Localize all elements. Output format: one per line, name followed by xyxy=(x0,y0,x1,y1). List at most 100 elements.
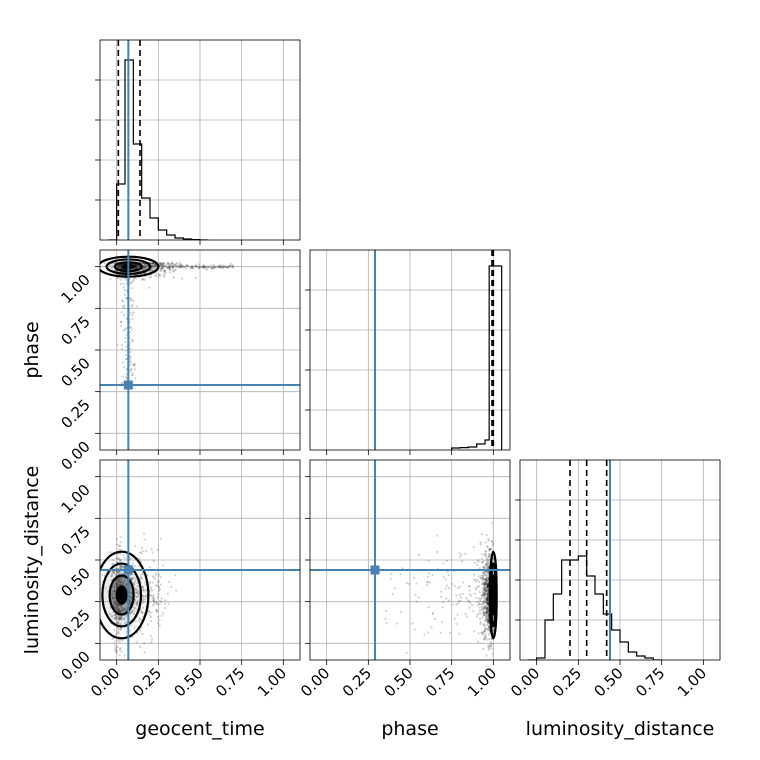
sample-point xyxy=(486,609,489,612)
sample-point xyxy=(121,607,124,610)
sample-point xyxy=(149,587,153,591)
sample-point xyxy=(486,606,490,609)
sample-point xyxy=(129,297,133,300)
sample-point xyxy=(134,264,137,267)
sample-point xyxy=(487,608,490,611)
sample-point xyxy=(151,581,154,584)
sample-point xyxy=(124,584,127,587)
sample-point xyxy=(482,610,485,613)
sample-point xyxy=(124,293,127,296)
sample-point xyxy=(112,590,115,593)
sample-point xyxy=(145,593,148,596)
sample-point xyxy=(385,609,388,613)
sample-point xyxy=(475,615,479,618)
sample-point xyxy=(481,577,485,580)
sample-point xyxy=(481,600,484,603)
sample-point xyxy=(460,553,463,557)
sample-point xyxy=(483,588,486,591)
sample-point xyxy=(483,636,486,639)
sample-point xyxy=(485,576,488,579)
sample-point xyxy=(436,534,439,537)
sample-point xyxy=(141,546,144,549)
sample-point xyxy=(483,606,486,609)
sample-point xyxy=(155,609,159,612)
sample-point xyxy=(129,611,132,614)
sample-point xyxy=(167,266,170,269)
sample-point xyxy=(113,640,116,643)
sample-point xyxy=(129,363,132,367)
sample-point xyxy=(151,589,154,592)
sample-point xyxy=(204,266,207,269)
sample-point xyxy=(465,615,468,618)
sample-point xyxy=(491,522,494,525)
sample-point xyxy=(487,619,490,622)
sample-point xyxy=(133,583,136,586)
sample-point xyxy=(486,597,489,600)
sample-point xyxy=(118,571,121,574)
sample-point xyxy=(146,265,149,269)
sample-point xyxy=(489,641,492,644)
sample-point xyxy=(487,567,490,570)
sample-point xyxy=(149,275,153,278)
sample-point xyxy=(174,265,178,268)
sample-point xyxy=(158,275,162,278)
sample-point xyxy=(173,269,177,272)
x-axis-label-geocent-time: geocent_time xyxy=(135,718,264,740)
scatter-geocent-time-vs-phase: 0.00 0.25 0.50 0.75 1.00 xyxy=(57,249,301,474)
y-tick-label: 0.00 xyxy=(57,647,93,683)
sample-point xyxy=(486,601,489,604)
sample-point xyxy=(486,598,489,601)
sample-point xyxy=(119,628,122,631)
sample-point xyxy=(152,598,155,602)
sample-point xyxy=(488,554,491,557)
sample-point xyxy=(114,615,118,618)
sample-point xyxy=(122,282,125,285)
sample-point xyxy=(117,622,120,625)
sample-point xyxy=(104,586,107,590)
sample-point xyxy=(115,633,118,636)
sample-point xyxy=(481,607,484,611)
sample-point xyxy=(120,277,123,280)
sample-point xyxy=(112,571,116,574)
sample-point xyxy=(219,265,222,269)
sample-point xyxy=(122,607,125,610)
sample-point xyxy=(119,647,122,650)
sample-point xyxy=(486,595,489,599)
sample-point xyxy=(430,626,433,629)
sample-point xyxy=(153,267,156,270)
sample-point xyxy=(490,647,494,651)
sample-point xyxy=(159,262,162,265)
sample-point xyxy=(158,585,161,588)
sample-point xyxy=(135,589,138,592)
sample-point xyxy=(483,570,486,574)
sample-point xyxy=(123,557,127,560)
sample-point xyxy=(486,565,489,568)
sample-point xyxy=(486,559,489,562)
sample-point xyxy=(483,607,486,611)
sample-point xyxy=(143,601,146,604)
sample-point xyxy=(486,620,490,624)
sample-point xyxy=(153,601,156,604)
sample-point xyxy=(112,598,115,601)
sample-point xyxy=(131,328,134,331)
sample-point xyxy=(136,265,139,268)
sample-point xyxy=(114,591,117,594)
sample-point xyxy=(119,581,122,584)
sample-point xyxy=(146,265,150,268)
sample-point xyxy=(482,592,485,595)
sample-point xyxy=(180,277,183,280)
sample-point xyxy=(180,263,183,266)
sample-point xyxy=(487,603,490,606)
sample-point xyxy=(486,620,489,623)
sample-point xyxy=(115,557,118,560)
sample-point xyxy=(114,601,117,604)
sample-point xyxy=(188,266,191,269)
sample-point xyxy=(458,551,461,555)
sample-point xyxy=(482,630,485,634)
sample-point xyxy=(182,265,185,268)
sample-point xyxy=(113,586,116,590)
sample-point xyxy=(484,601,488,604)
sample-point xyxy=(482,584,486,587)
sample-point xyxy=(484,581,487,584)
sample-point xyxy=(115,556,118,559)
